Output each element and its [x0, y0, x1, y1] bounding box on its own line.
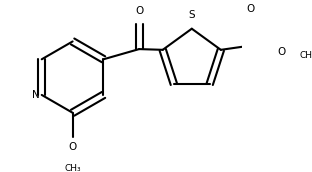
Text: S: S: [188, 10, 195, 20]
Text: CH₃: CH₃: [64, 164, 81, 172]
Text: N: N: [32, 90, 40, 100]
Text: O: O: [135, 6, 143, 16]
Text: O: O: [69, 142, 77, 152]
Text: O: O: [278, 47, 286, 57]
Text: O: O: [246, 4, 255, 14]
Text: CH₃: CH₃: [300, 51, 312, 60]
